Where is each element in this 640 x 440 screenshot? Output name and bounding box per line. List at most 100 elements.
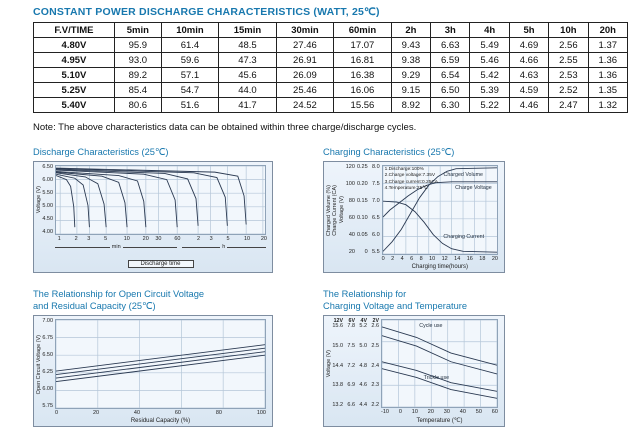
discharge-series-curve xyxy=(56,176,75,228)
y-tick-column: 6V 7.8 7.5 7.2 6.9 6.6 xyxy=(345,318,357,408)
constant-power-discharge-table: F.V/TIME 5min 10min 15min 30min 60min 2h 3h 4h 5h… xyxy=(33,22,629,113)
table-cell: 6.54 xyxy=(430,67,471,83)
table-cell: 16.38 xyxy=(333,67,392,83)
y-tick-column: 2V 2.6 2.5 2.4 2.3 2.2 xyxy=(369,318,381,408)
x-tick-label: 20 xyxy=(427,409,434,416)
y-tick-label: 5.0 xyxy=(359,343,368,349)
table-cell: 44.0 xyxy=(218,82,277,98)
table-cell: 41.7 xyxy=(218,97,277,113)
discharge-series-curve xyxy=(56,172,127,227)
chart-title-line: and Residual Capacity (25℃) xyxy=(33,301,156,312)
table-cell: 2.52 xyxy=(548,82,589,98)
ocv-plot-svg xyxy=(56,320,265,408)
legend-line: 1.Discharge:100% xyxy=(384,167,424,173)
discharge-series-curve xyxy=(56,174,89,227)
open-circuit-voltage-chart: The Relationship for Open Circuit Voltag… xyxy=(33,288,273,428)
charge-voltage-curve xyxy=(383,182,497,217)
y-axis-label: Charged Volume (%) Charge Current (CA) Vol… xyxy=(326,165,345,255)
x-axis-units: min h xyxy=(55,243,266,251)
table-cell: 17.07 xyxy=(333,37,392,53)
table-row: 5.40V 80.6 51.6 41.7 24.52 15.56 8.92 6.30 5.22 4… xyxy=(33,97,629,113)
x-tick-label: 0 xyxy=(381,256,385,263)
x-axis-title-wrap: Discharge time xyxy=(55,251,266,270)
y-tick-label: 4.8 xyxy=(359,362,368,369)
table-cell: 57.1 xyxy=(160,67,220,83)
x-tick-label: 60 xyxy=(174,236,181,243)
x-tick-label: 18 xyxy=(479,256,486,263)
y-tick-label: 6.00 xyxy=(42,385,54,392)
discharge-series-curve xyxy=(56,169,227,226)
y-tick-column: 4V 5.2 5.0 4.8 4.6 4.4 xyxy=(357,318,369,408)
y-tick-values: 7.00 6.75 6.50 6.25 6.00 5.75 xyxy=(42,319,55,409)
table-cell: 80.6 xyxy=(113,97,162,113)
y-tick-label: 2.3 xyxy=(371,382,380,389)
chart-legend: 1.Discharge:100% 2.Charge voltage:7.35V 3.… xyxy=(385,167,438,192)
y-axis-ticks: 120 100 80 60 40 20 0.25 0.20 0.15 0.10 0.05 0 8.0 7.… xyxy=(345,165,382,255)
y-tick-label: 6.25 xyxy=(42,368,54,375)
final-voltage-cell: 5.25V xyxy=(33,82,115,98)
y-tick-column: 12V 15.6 15.0 14.4 13.8 13.2 xyxy=(332,318,345,408)
y-tick-label: 2.4 xyxy=(371,362,380,369)
table-cell: 6.30 xyxy=(430,97,471,113)
y-tick-label: 0.20 xyxy=(356,180,368,187)
discharge-series-curve xyxy=(56,168,246,224)
column-header: F.V/TIME xyxy=(33,22,115,38)
table-cell: 25.46 xyxy=(275,82,335,98)
x-tick-label: 20 xyxy=(142,236,149,243)
series-label: Charging Current xyxy=(443,233,485,240)
y-tick-values: 6.50 6.00 5.50 5.00 4.50 4.00 xyxy=(42,165,55,235)
ocv-series-curve xyxy=(56,352,265,378)
y-column-header: 6V xyxy=(348,318,356,325)
y-tick-label: 6.9 xyxy=(347,382,356,389)
ocv-series-curve xyxy=(56,345,265,371)
discharge-series-curve xyxy=(56,172,146,228)
x-tick-label: 5 xyxy=(226,236,230,243)
x-axis-ticks: 0 20 40 60 80 100 xyxy=(55,409,266,417)
table-cell: 5.22 xyxy=(469,97,510,113)
x-tick-label: 16 xyxy=(466,256,473,263)
chart-title: Discharge Characteristics (25℃) xyxy=(33,146,273,158)
temp-plot-svg xyxy=(382,320,497,407)
series-label: Charged Volume xyxy=(443,172,483,179)
table-cell: 4.59 xyxy=(508,82,550,98)
y-tick-label: 100 xyxy=(345,180,355,187)
y-column-header: 4V xyxy=(360,318,368,325)
table-cell: 6.59 xyxy=(430,52,471,68)
y-axis-label-text: Open Circuit Voltage (V) xyxy=(36,334,42,394)
table-cell: 26.91 xyxy=(275,52,335,68)
discharge-plot-svg xyxy=(56,166,265,234)
final-voltage-cell: 4.95V xyxy=(33,52,115,68)
table-cell: 9.43 xyxy=(390,37,432,53)
y-tick-label: 2.6 xyxy=(371,323,380,330)
y-tick-label: 5.75 xyxy=(42,402,54,409)
table-cell: 16.06 xyxy=(333,82,392,98)
x-tick-label: 20 xyxy=(260,236,267,243)
table-cell: 4.63 xyxy=(508,67,550,83)
x-tick-label: 2 xyxy=(74,236,78,243)
table-cell: 54.7 xyxy=(160,82,220,98)
discharge-characteristics-chart: Discharge Characteristics (25℃) Voltage (… xyxy=(33,146,273,274)
y-tick-column: 120 100 80 60 40 20 xyxy=(345,165,357,255)
final-voltage-cell: 4.80V xyxy=(33,37,115,53)
y-tick-label: 20 xyxy=(348,248,355,255)
legend-line: 4.Temperature:25℃ xyxy=(384,185,428,191)
trickle-use-curve xyxy=(382,362,497,392)
y-tick-label: 4.4 xyxy=(359,401,368,408)
table-row: 5.25V 85.4 54.7 44.0 25.46 16.06 9.15 6.50 5.39 4… xyxy=(33,82,629,98)
plot-area: Charged Volume Charge Voltage Charging Cur… xyxy=(381,165,498,256)
x-tick-label: 3 xyxy=(87,236,91,243)
y-tick-label: 0.10 xyxy=(356,214,368,221)
table-cell: 59.6 xyxy=(160,52,220,68)
charging-current-curve xyxy=(383,201,497,252)
x-axis-title: Charging time(hours) xyxy=(411,264,468,271)
y-tick-label: 2.2 xyxy=(371,401,380,408)
ocv-series-curve xyxy=(56,355,265,381)
y-tick-label: 5.2 xyxy=(359,323,368,330)
y-tick-label: 6.50 xyxy=(42,164,54,171)
final-voltage-cell: 5.10V xyxy=(33,67,115,83)
x-tick-label: 20 xyxy=(92,410,100,417)
table-cell: 1.36 xyxy=(587,52,629,68)
table-cell: 47.3 xyxy=(218,52,277,68)
series-label: Trickle use xyxy=(423,375,450,382)
